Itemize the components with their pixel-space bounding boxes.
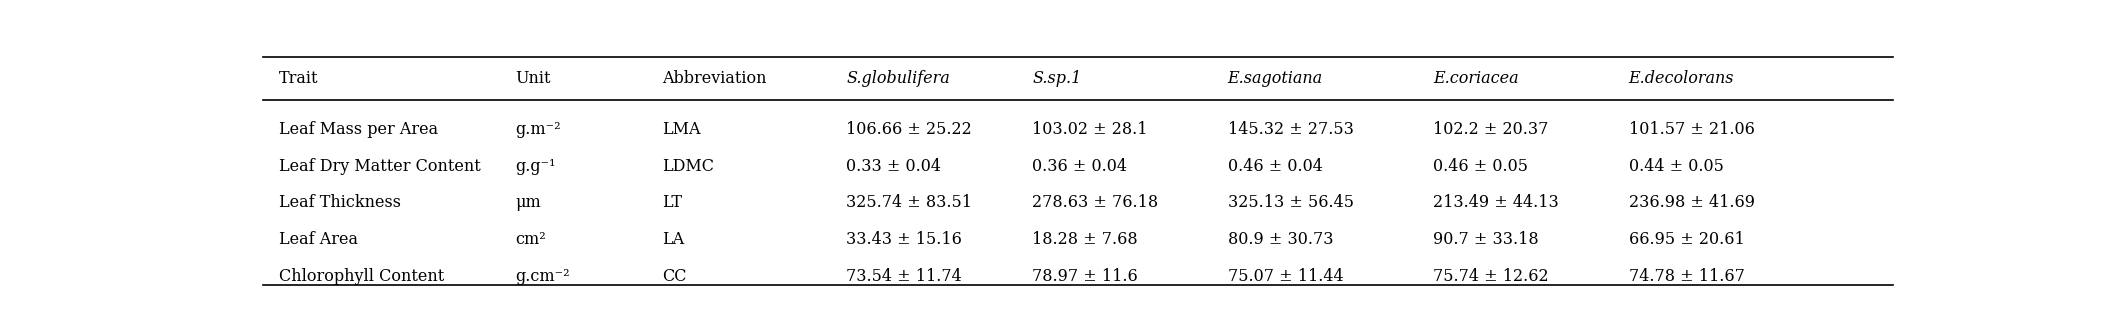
Text: 102.2 ± 20.37: 102.2 ± 20.37 <box>1432 121 1548 138</box>
Text: g.cm⁻²: g.cm⁻² <box>515 268 570 285</box>
Text: Leaf Thickness: Leaf Thickness <box>280 194 402 211</box>
Text: 325.74 ± 83.51: 325.74 ± 83.51 <box>845 194 972 211</box>
Text: S.sp.1: S.sp.1 <box>1033 70 1081 87</box>
Text: 106.66 ± 25.22: 106.66 ± 25.22 <box>845 121 972 138</box>
Text: 80.9 ± 30.73: 80.9 ± 30.73 <box>1228 231 1333 248</box>
Text: 74.78 ± 11.67: 74.78 ± 11.67 <box>1628 268 1745 285</box>
Text: 78.97 ± 11.6: 78.97 ± 11.6 <box>1033 268 1138 285</box>
Text: 145.32 ± 27.53: 145.32 ± 27.53 <box>1228 121 1354 138</box>
Text: LMA: LMA <box>662 121 700 138</box>
Text: LDMC: LDMC <box>662 158 715 175</box>
Text: 73.54 ± 11.74: 73.54 ± 11.74 <box>845 268 961 285</box>
Text: 325.13 ± 56.45: 325.13 ± 56.45 <box>1228 194 1354 211</box>
Text: 213.49 ± 44.13: 213.49 ± 44.13 <box>1432 194 1558 211</box>
Text: 278.63 ± 76.18: 278.63 ± 76.18 <box>1033 194 1159 211</box>
Text: Trait: Trait <box>280 70 320 87</box>
Text: LA: LA <box>662 231 683 248</box>
Text: Leaf Mass per Area: Leaf Mass per Area <box>280 121 437 138</box>
Text: 236.98 ± 41.69: 236.98 ± 41.69 <box>1628 194 1754 211</box>
Text: Chlorophyll Content: Chlorophyll Content <box>280 268 444 285</box>
Text: 90.7 ± 33.18: 90.7 ± 33.18 <box>1432 231 1539 248</box>
Text: g.m⁻²: g.m⁻² <box>515 121 562 138</box>
Text: 18.28 ± 7.68: 18.28 ± 7.68 <box>1033 231 1138 248</box>
Text: 0.33 ± 0.04: 0.33 ± 0.04 <box>845 158 942 175</box>
Text: 101.57 ± 21.06: 101.57 ± 21.06 <box>1628 121 1754 138</box>
Text: g.g⁻¹: g.g⁻¹ <box>515 158 555 175</box>
Text: LT: LT <box>662 194 681 211</box>
Text: E.sagotiana: E.sagotiana <box>1228 70 1323 87</box>
Text: 0.46 ± 0.05: 0.46 ± 0.05 <box>1432 158 1529 175</box>
Text: 33.43 ± 15.16: 33.43 ± 15.16 <box>845 231 963 248</box>
Text: μm: μm <box>515 194 540 211</box>
Text: cm²: cm² <box>515 231 547 248</box>
Text: 0.36 ± 0.04: 0.36 ± 0.04 <box>1033 158 1127 175</box>
Text: S.globulifera: S.globulifera <box>845 70 951 87</box>
Text: 66.95 ± 20.61: 66.95 ± 20.61 <box>1628 231 1743 248</box>
Text: 0.44 ± 0.05: 0.44 ± 0.05 <box>1628 158 1724 175</box>
Text: CC: CC <box>662 268 688 285</box>
Text: 75.07 ± 11.44: 75.07 ± 11.44 <box>1228 268 1344 285</box>
Text: 103.02 ± 28.1: 103.02 ± 28.1 <box>1033 121 1148 138</box>
Text: Leaf Dry Matter Content: Leaf Dry Matter Content <box>280 158 482 175</box>
Text: E.coriacea: E.coriacea <box>1432 70 1518 87</box>
Text: Leaf Area: Leaf Area <box>280 231 358 248</box>
Text: 0.46 ± 0.04: 0.46 ± 0.04 <box>1228 158 1323 175</box>
Text: Unit: Unit <box>515 70 551 87</box>
Text: E.decolorans: E.decolorans <box>1628 70 1735 87</box>
Text: 75.74 ± 12.62: 75.74 ± 12.62 <box>1432 268 1548 285</box>
Text: Abbreviation: Abbreviation <box>662 70 768 87</box>
